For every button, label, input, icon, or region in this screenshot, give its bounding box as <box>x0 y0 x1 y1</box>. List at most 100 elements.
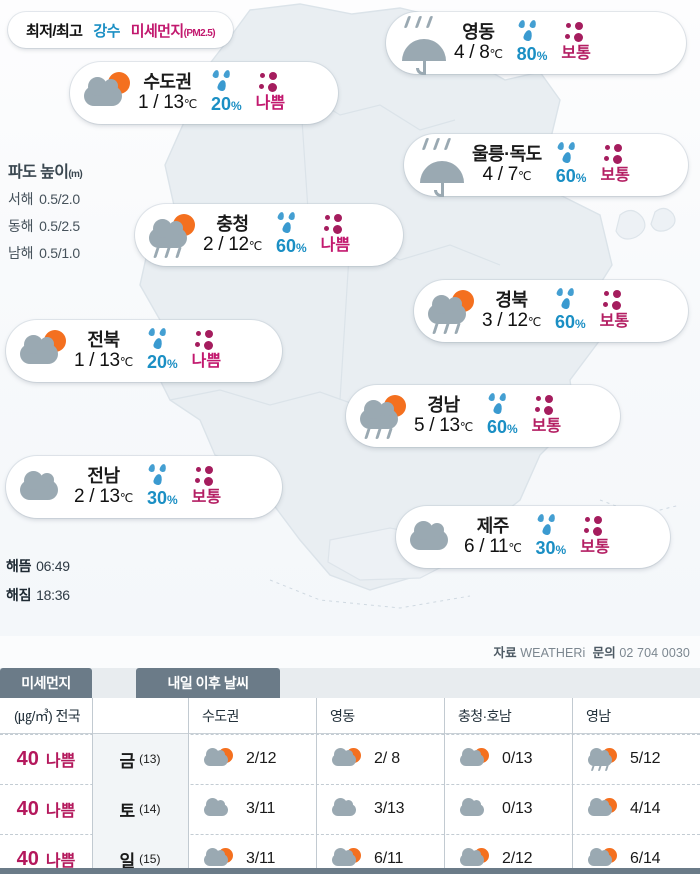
region-card[interactable]: 경북 3 / 12℃ 60% 보통 <box>414 280 688 342</box>
cloud-icon <box>20 335 58 364</box>
cloud-icon <box>410 521 448 550</box>
cloud-icon <box>204 798 228 816</box>
cloud-icon <box>460 848 484 866</box>
wave-height-title: 파도 높이(m) <box>8 164 83 181</box>
header-divider <box>444 698 445 734</box>
dust-group: 보통 <box>561 22 591 63</box>
region-temperature: 4 / 8℃ <box>454 42 503 64</box>
region-card[interactable]: 제주 6 / 11℃ 30% 보통 <box>396 506 670 568</box>
wave-row: 서해 0.5/2.0 <box>8 189 82 209</box>
credit-line: 자료 WEATHERi 문의 02 704 0030 <box>494 642 691 661</box>
rain-group: 80% <box>516 19 547 66</box>
cloud-icon <box>332 748 356 766</box>
weather-icon <box>426 288 480 334</box>
wave-value: 0.5/1.0 <box>39 245 80 261</box>
weather-icon <box>416 138 470 197</box>
dust-value: 40 <box>16 847 39 870</box>
umbrella-icon <box>402 33 446 75</box>
region-name: 전남 <box>87 465 120 486</box>
korea-weather-map: 최저/최고 강수 미세먼지(PM2.5) 파도 높이(m) 서해 0.5/2.0 동… <box>0 0 700 636</box>
region-name: 전북 <box>87 329 120 350</box>
region-card[interactable]: 울릉·독도 4 / 7℃ 60% 보통 <box>404 134 688 197</box>
weather-icon <box>204 747 234 771</box>
fine-dust-icon <box>194 330 218 352</box>
weather-icon <box>358 393 412 439</box>
dust-grade: 나쁨 <box>255 95 286 113</box>
region-card[interactable]: 경남 5 / 13℃ 60% 보통 <box>346 385 620 447</box>
fine-dust-icon <box>194 466 218 488</box>
region-text: 전남 2 / 13℃ <box>74 465 133 508</box>
cell-divider <box>316 784 317 834</box>
cell-day: 일 (15) <box>92 834 188 874</box>
rain-value: 60 <box>275 236 296 257</box>
rain-value: 60 <box>554 312 575 333</box>
temp-unit: ℃ <box>119 490 133 505</box>
cell-dust: 40 나쁨 <box>0 734 92 784</box>
dust-grade: 나쁨 <box>191 353 222 371</box>
table-header-band <box>0 668 700 698</box>
region-card[interactable]: 전남 2 / 13℃ 30% 보통 <box>6 456 282 518</box>
region-card[interactable]: 충청 2 / 12℃ 60% 나쁨 <box>135 204 403 266</box>
weather-icon <box>18 464 72 510</box>
legend-dust-label: 미세먼지(PM2.5) <box>130 22 216 40</box>
region-name: 울릉·독도 <box>472 143 542 164</box>
region-card[interactable]: 전북 1 / 13℃ 20% 나쁨 <box>6 320 282 382</box>
raindrops-icon <box>518 19 545 44</box>
rain-value: 20 <box>210 94 231 115</box>
weather-icon <box>588 797 618 821</box>
forecast-temperature: 3/11 <box>246 800 276 817</box>
temp-range: 3 / 12 <box>482 309 528 331</box>
rain-group: 60% <box>554 287 586 334</box>
rain-group: 60% <box>276 211 307 258</box>
dust-group: 나쁨 <box>321 214 350 255</box>
legend-temp-label: 최저/최고 <box>26 22 83 40</box>
cell-forecast: 3/11 <box>188 784 316 834</box>
dust-group: 보통 <box>600 144 630 185</box>
rain-probability: 30% <box>536 538 567 560</box>
rain-value: 30 <box>146 488 167 509</box>
forecast-temperature: 2/12 <box>246 750 277 767</box>
weather-icon <box>398 16 452 75</box>
forecast-temperature: 0/13 <box>502 750 533 767</box>
column-header-4: 영남 <box>572 698 700 734</box>
weather-icon <box>460 747 490 771</box>
weather-icon <box>18 328 72 374</box>
umbrella-icon <box>420 155 464 197</box>
rain-probability: 60% <box>276 236 307 258</box>
wave-row: 남해 0.5/1.0 <box>8 243 82 263</box>
region-card[interactable]: 수도권 1 / 13℃ 20% 나쁨 <box>70 62 338 124</box>
source-name: WEATHERi <box>520 646 586 660</box>
region-name: 경북 <box>495 289 528 310</box>
sunrise-label: 해뜸 <box>6 558 32 574</box>
region-text: 제주 6 / 11℃ <box>464 516 522 558</box>
table-header-dust: 미세먼지 <box>0 668 92 698</box>
fine-dust-icon <box>583 516 607 538</box>
rain-value: 20 <box>146 352 167 373</box>
cloud-icon <box>460 798 484 816</box>
fine-dust-icon <box>323 214 347 236</box>
table-bottom-rule <box>0 868 700 874</box>
cell-divider <box>572 834 573 874</box>
legend-dust-sub: (PM2.5) <box>183 27 216 39</box>
legend-pill: 최저/최고 강수 미세먼지(PM2.5) <box>8 12 233 48</box>
cell-divider <box>572 734 573 784</box>
cell-forecast: 2/ 8 <box>316 734 444 784</box>
rain-probability: 60% <box>487 417 518 439</box>
dust-grade: 나쁨 <box>45 853 76 870</box>
wave-unit: (m) <box>68 169 83 180</box>
region-card[interactable]: 영동 4 / 8℃ 80% 보통 <box>386 12 686 75</box>
cell-divider <box>444 834 445 874</box>
region-temperature: 2 / 12℃ <box>203 234 262 256</box>
rain-value: 60 <box>555 166 576 187</box>
cell-divider <box>92 734 93 784</box>
temp-range: 4 / 8 <box>454 41 490 63</box>
rain-value: 80 <box>516 44 537 65</box>
forecast-temperature: 4/14 <box>630 800 661 817</box>
forecast-temperature: 2/12 <box>502 850 533 867</box>
rain-group: 30% <box>146 463 178 510</box>
dust-grade: 보통 <box>531 418 562 436</box>
weather-icon <box>460 797 490 821</box>
